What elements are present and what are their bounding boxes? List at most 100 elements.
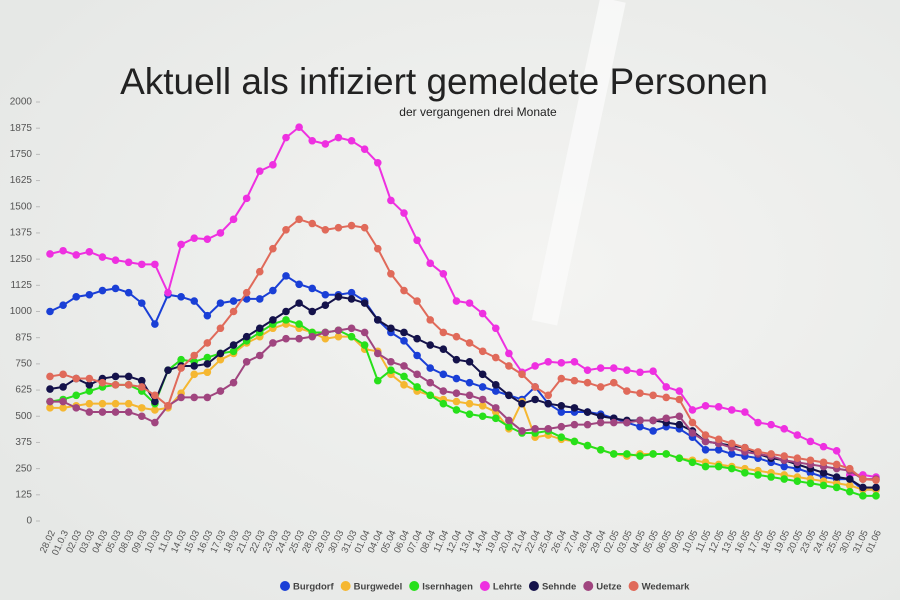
- data-point: [190, 351, 199, 360]
- data-point: [649, 427, 657, 435]
- data-point: [452, 332, 461, 341]
- data-point: [203, 360, 212, 368]
- data-point: [111, 256, 120, 264]
- data-point: [373, 316, 382, 324]
- data-point: [98, 253, 107, 261]
- data-point: [400, 362, 408, 370]
- data-point: [229, 347, 238, 356]
- data-point: [295, 123, 303, 131]
- data-point: [373, 349, 382, 358]
- data-point: [819, 442, 828, 451]
- data-point: [583, 420, 592, 429]
- data-point: [98, 378, 107, 387]
- data-point: [623, 387, 631, 395]
- data-point: [806, 456, 815, 465]
- data-point: [111, 399, 120, 408]
- legend-marker: [479, 581, 490, 591]
- data-point: [164, 288, 172, 297]
- data-point: [583, 441, 592, 450]
- data-point: [164, 401, 172, 410]
- data-point: [255, 324, 264, 333]
- series-line: [50, 323, 876, 491]
- data-point: [465, 299, 474, 307]
- data-point: [426, 259, 435, 268]
- data-point: [59, 370, 67, 379]
- data-point: [85, 247, 94, 256]
- data-point: [845, 487, 854, 496]
- data-point: [229, 215, 238, 224]
- data-point: [321, 301, 330, 310]
- data-point: [321, 328, 330, 337]
- data-point: [124, 399, 133, 408]
- data-point: [491, 414, 500, 423]
- data-point: [229, 297, 238, 305]
- y-tick-label: 250: [15, 463, 32, 474]
- legend-label: Burgdorf: [293, 582, 334, 593]
- data-point: [675, 420, 684, 429]
- series-line: [49, 125, 877, 478]
- data-point: [452, 397, 461, 406]
- data-point: [46, 307, 54, 316]
- data-point: [531, 395, 539, 404]
- data-point: [137, 376, 146, 385]
- data-point: [124, 258, 133, 267]
- data-point: [216, 324, 225, 333]
- data-point: [269, 316, 277, 324]
- data-point: [413, 383, 421, 391]
- data-point: [111, 284, 120, 293]
- data-point: [295, 320, 303, 328]
- data-point: [177, 240, 185, 249]
- y-tick-label: 625: [15, 385, 32, 396]
- data-point: [832, 473, 841, 481]
- data-point: [124, 372, 133, 381]
- data-point: [491, 353, 500, 362]
- data-point: [609, 378, 618, 387]
- data-point: [98, 286, 107, 295]
- data-point: [255, 295, 264, 303]
- data-point: [321, 225, 330, 234]
- data-point: [308, 284, 317, 293]
- y-tick-label: 875: [15, 332, 32, 343]
- data-point: [452, 297, 461, 305]
- data-point: [439, 399, 448, 408]
- series-line: [49, 218, 877, 482]
- data-point: [727, 464, 736, 473]
- data-point: [727, 450, 736, 458]
- data-point: [806, 479, 815, 488]
- data-point: [714, 462, 723, 471]
- data-point: [596, 383, 605, 391]
- data-point: [714, 445, 723, 454]
- data-point: [203, 339, 212, 347]
- data-point: [819, 469, 828, 477]
- data-point: [151, 260, 159, 269]
- data-point: [190, 393, 199, 402]
- data-point: [59, 301, 67, 310]
- data-point: [151, 406, 159, 414]
- data-point: [308, 332, 317, 341]
- data-point: [137, 260, 146, 269]
- data-point: [505, 349, 513, 358]
- data-point: [819, 481, 828, 490]
- data-point: [72, 404, 81, 412]
- data-point: [400, 328, 408, 337]
- data-point: [452, 355, 461, 364]
- data-point: [137, 404, 146, 412]
- data-point: [819, 458, 828, 467]
- data-point: [321, 140, 330, 148]
- data-point: [282, 225, 290, 234]
- data-point: [203, 393, 212, 402]
- data-point: [701, 431, 710, 439]
- data-point: [714, 435, 723, 444]
- data-point: [72, 293, 81, 301]
- data-point: [151, 320, 159, 328]
- y-tick-label: 1625: [10, 175, 33, 186]
- data-point: [426, 378, 435, 387]
- legend-marker: [409, 581, 420, 591]
- data-point: [387, 366, 395, 374]
- data-point: [465, 339, 474, 347]
- data-point: [46, 397, 54, 406]
- data-point: [269, 286, 277, 295]
- y-tick-label: 1750: [10, 149, 33, 160]
- data-point: [478, 370, 487, 379]
- data-point: [478, 401, 487, 410]
